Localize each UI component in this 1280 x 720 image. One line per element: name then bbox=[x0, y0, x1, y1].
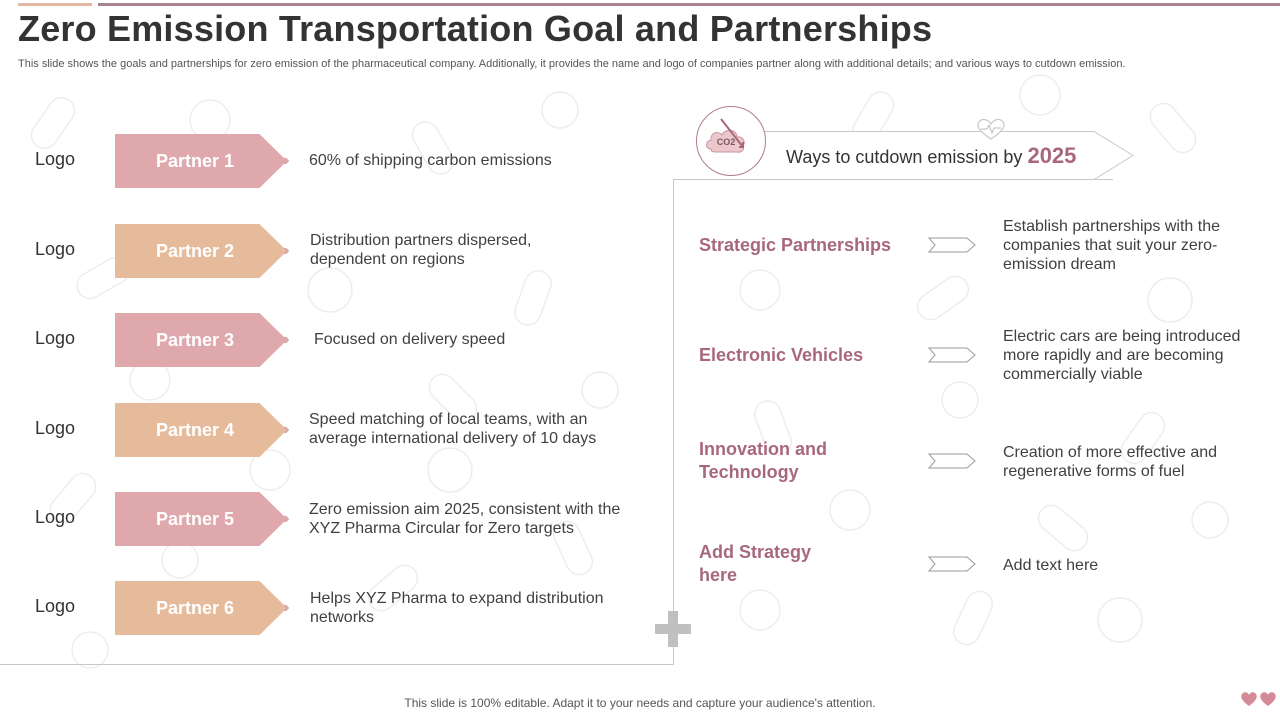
partner-row: Logo Partner 2 ›› Distribution partners … bbox=[0, 224, 670, 278]
ways-year: 2025 bbox=[1027, 143, 1077, 168]
partner-logo: Logo bbox=[35, 507, 76, 527]
strategy-description: Electric cars are being introduced more … bbox=[1003, 328, 1241, 383]
partner-logo: Logo bbox=[35, 328, 76, 348]
heart-pulse-icon bbox=[977, 118, 1005, 140]
plus-icon bbox=[655, 611, 691, 647]
partner-description: Focused on delivery speed bbox=[314, 331, 506, 348]
partner-logo: Logo bbox=[35, 149, 76, 169]
top-accent-bar-right bbox=[98, 3, 1280, 6]
partner-name: Partner 1 bbox=[156, 150, 235, 171]
partner-name: Partner 3 bbox=[156, 329, 235, 350]
partner-description: Helps XYZ Pharma to expand distribution … bbox=[310, 590, 604, 626]
partner-tag: Partner 6 bbox=[115, 581, 287, 635]
chevron-right-icon: ›› bbox=[283, 331, 289, 348]
hearts-icon bbox=[1241, 692, 1276, 706]
strategy-description: Creation of more effective and regenerat… bbox=[1003, 444, 1218, 480]
partner-tag: Partner 4 bbox=[115, 403, 287, 457]
partner-row: Logo Partner 4 ›› Speed matching of loca… bbox=[0, 403, 670, 457]
chevron-right-icon: ›› bbox=[283, 510, 289, 527]
strategy-description: Add text here bbox=[1003, 557, 1099, 574]
frame-divider-line bbox=[673, 179, 674, 665]
chevron-right-icon: ›› bbox=[283, 152, 289, 169]
partner-tag: Partner 1 bbox=[115, 134, 287, 188]
partner-description: 60% of shipping carbon emissions bbox=[309, 152, 552, 169]
co2-label: CO2 bbox=[717, 137, 736, 147]
partner-logo: Logo bbox=[35, 239, 76, 259]
partner-name: Partner 2 bbox=[156, 240, 235, 261]
partner-logo: Logo bbox=[35, 596, 76, 616]
partner-row: Logo Partner 1 ›› 60% of shipping carbon… bbox=[0, 134, 670, 188]
strategy-name: Add Strategy here bbox=[699, 542, 812, 585]
strategy-name: Innovation and Technology bbox=[699, 439, 827, 482]
partner-description: Zero emission aim 2025, consistent with … bbox=[309, 501, 621, 537]
co2-cloud-icon: CO2 bbox=[706, 118, 745, 153]
co2-badge: CO2 bbox=[696, 106, 766, 176]
ways-heading: Ways to cutdown emission by 2025 bbox=[786, 143, 1076, 169]
arrow-right-icon bbox=[928, 237, 976, 253]
partner-row: Logo Partner 6 ›› Helps XYZ Pharma to ex… bbox=[0, 581, 670, 635]
arrow-right-icon bbox=[928, 556, 976, 572]
partner-row: Logo Partner 5 ›› Zero emission aim 2025… bbox=[0, 492, 670, 546]
partner-name: Partner 6 bbox=[156, 597, 235, 618]
partner-tag: Partner 2 bbox=[115, 224, 287, 278]
ways-title-text: Ways to cutdown emission by bbox=[786, 147, 1023, 167]
strategy-name: Strategic Partnerships bbox=[699, 235, 892, 255]
strategy-description: Establish partnerships with the companie… bbox=[1003, 218, 1220, 273]
partner-description: Distribution partners dispersed, depende… bbox=[310, 232, 532, 268]
chevron-right-icon: ›› bbox=[283, 421, 289, 438]
page-subtitle: This slide shows the goals and partnersh… bbox=[18, 58, 1126, 70]
partner-row: Logo Partner 3 ›› Focused on delivery sp… bbox=[0, 313, 670, 367]
partner-name: Partner 4 bbox=[156, 419, 235, 440]
arrow-right-icon bbox=[928, 453, 976, 469]
frame-bottom-line bbox=[0, 664, 674, 665]
partner-logo: Logo bbox=[35, 418, 76, 438]
chevron-right-icon: ›› bbox=[283, 242, 289, 259]
partner-tag: Partner 5 bbox=[115, 492, 287, 546]
partner-tag: Partner 3 bbox=[115, 313, 287, 367]
top-accent-bar-left bbox=[18, 3, 92, 6]
footer-note: This slide is 100% editable. Adapt it to… bbox=[404, 696, 876, 710]
strategy-name: Electronic Vehicles bbox=[699, 345, 864, 365]
partner-name: Partner 5 bbox=[156, 508, 235, 529]
page-title: Zero Emission Transportation Goal and Pa… bbox=[18, 8, 933, 49]
arrow-right-icon bbox=[928, 347, 976, 363]
chevron-right-icon: ›› bbox=[283, 599, 289, 616]
partner-description: Speed matching of local teams, with an a… bbox=[309, 411, 597, 447]
